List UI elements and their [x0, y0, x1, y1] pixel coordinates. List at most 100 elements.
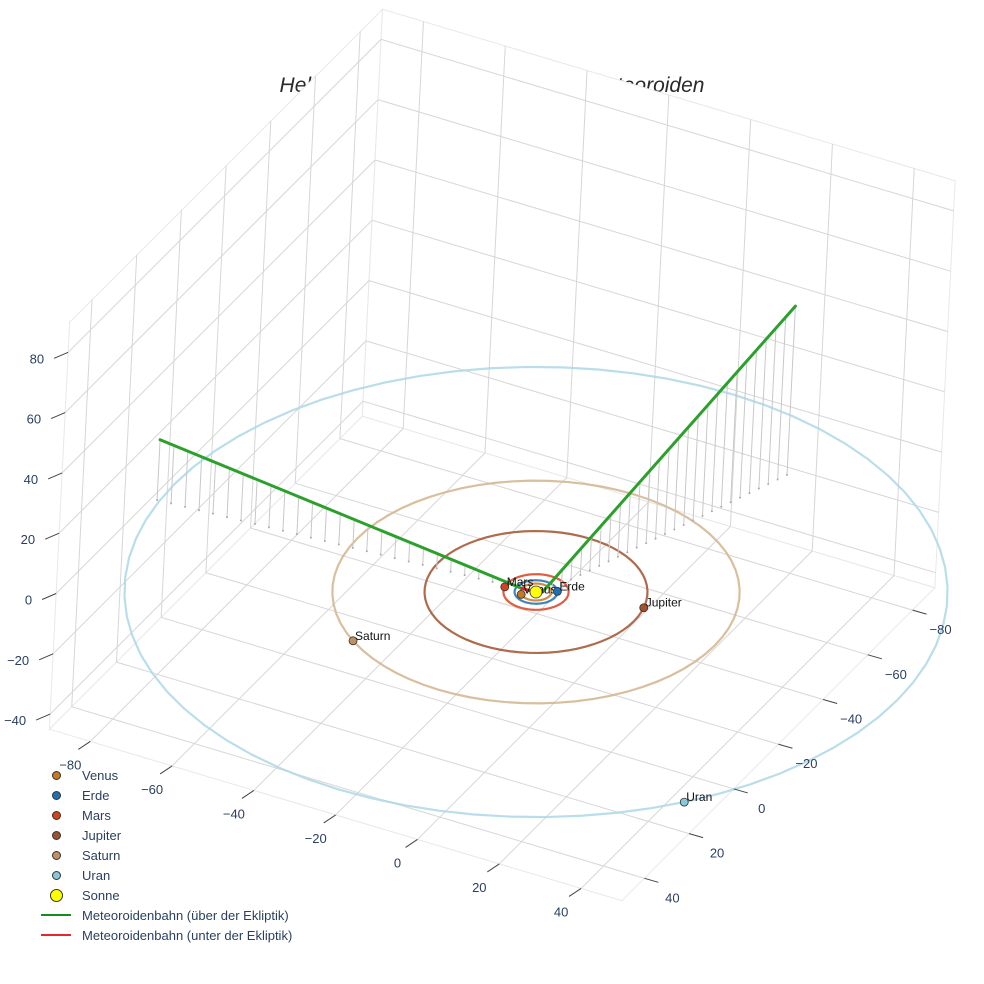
legend-item-meteoroidenbahn-unter-der-ekliptik-[interactable]: Meteoroidenbahn (unter der Ekliptik)	[38, 925, 292, 945]
y-tick-label: −20	[795, 756, 817, 771]
x-tick	[78, 741, 91, 750]
drop-line	[664, 448, 670, 535]
drop-line	[436, 553, 438, 569]
grid-line-y-floor	[295, 482, 868, 656]
grid-line-z-left	[58, 219, 373, 534]
drop-line-foot	[701, 514, 704, 517]
grid-line-x-wall	[484, 45, 506, 454]
legend-item-uran[interactable]: Uran	[38, 865, 292, 885]
z-tick	[41, 593, 57, 600]
z-tick	[44, 532, 60, 540]
drop-line	[655, 459, 660, 539]
z-tick-label: −20	[7, 653, 29, 668]
drop-line	[683, 426, 690, 525]
legend-label: Meteoroidenbahn (über der Ekliptik)	[82, 907, 289, 923]
drop-line-foot	[607, 560, 610, 563]
grid-line-x-wall	[402, 21, 424, 429]
drop-line	[598, 525, 602, 566]
drop-line	[608, 514, 612, 562]
legend-item-jupiter[interactable]: Jupiter	[38, 825, 292, 845]
drop-line	[645, 470, 651, 544]
grid-line-y-floor	[205, 572, 779, 745]
planet-label-jupiter: Jupiter	[646, 596, 682, 610]
drop-line	[366, 525, 369, 552]
drop-line	[617, 503, 622, 557]
line-swatch-icon	[38, 905, 74, 925]
drop-line-foot	[635, 546, 638, 549]
marker-circle-icon	[38, 845, 74, 865]
planet-label-erde: Erde	[559, 579, 585, 593]
grid-line-z-left	[61, 159, 376, 474]
x-tick-label: −20	[305, 831, 327, 846]
drop-line	[268, 485, 272, 528]
drop-line-foot	[449, 570, 452, 573]
y-tick	[867, 654, 882, 660]
drop-line-foot	[720, 505, 723, 508]
grid-line-y-wall	[250, 120, 272, 529]
grid-line-y-wall	[115, 255, 138, 663]
drop-line	[777, 317, 787, 480]
drop-line	[636, 481, 641, 548]
drop-line	[786, 306, 796, 475]
drop-line-foot	[710, 510, 713, 513]
y-tick-label: −80	[930, 622, 952, 637]
drop-line	[170, 445, 175, 504]
x-tick	[405, 839, 418, 848]
z-tick-label: 40	[24, 472, 38, 487]
x-tick-label: −80	[59, 757, 81, 772]
drop-line-foot	[588, 569, 591, 572]
drop-line-foot	[393, 557, 396, 560]
planet-marker-venus	[516, 589, 526, 599]
drop-line-foot	[463, 574, 466, 577]
legend-item-erde[interactable]: Erde	[38, 785, 292, 805]
grid-line-z-left	[67, 39, 382, 353]
drop-line	[408, 542, 411, 562]
legend-item-saturn[interactable]: Saturn	[38, 845, 292, 865]
legend-label: Saturn	[82, 847, 121, 863]
grid-line-z-left	[64, 99, 379, 413]
z-tick	[35, 713, 51, 721]
legend-label: Venus	[82, 767, 119, 783]
orbit-uran	[123, 365, 949, 819]
grid-line-y-wall	[205, 165, 227, 573]
grid-line-z-left	[49, 400, 364, 715]
drop-line-foot	[560, 583, 563, 586]
x-tick-label: 20	[472, 880, 486, 895]
drop-line	[626, 492, 631, 553]
grid-line-x-wall	[893, 168, 915, 576]
y-tick-label: 20	[710, 846, 724, 861]
drop-line-foot	[225, 516, 228, 519]
drop-line	[338, 513, 341, 545]
drop-line	[352, 519, 355, 548]
drop-line	[730, 371, 738, 503]
marker-circle-icon	[38, 805, 74, 825]
legend-item-meteoroidenbahn-über-der-ekliptik-[interactable]: Meteoroidenbahn (über der Ekliptik)	[38, 905, 292, 925]
drop-line-foot	[645, 542, 648, 545]
legend-label: Mars	[82, 807, 111, 823]
grid-line-z-left	[52, 340, 367, 655]
drop-line	[240, 473, 244, 521]
trajectory-drop-lines	[156, 306, 796, 590]
drop-line-foot	[421, 563, 424, 566]
drop-line-foot	[407, 560, 410, 563]
drop-line-foot	[551, 587, 554, 590]
x-tick-label: 40	[554, 904, 568, 919]
drop-line	[282, 490, 286, 531]
drop-line	[422, 547, 425, 565]
drop-line-foot	[267, 526, 270, 529]
legend-item-venus[interactable]: Venus	[38, 765, 292, 785]
grid-line-y-floor	[339, 438, 913, 611]
drop-line	[156, 439, 161, 501]
legend-item-mars[interactable]: Mars	[38, 805, 292, 825]
drop-line-foot	[654, 537, 657, 540]
y-tick-label: 40	[665, 890, 679, 905]
grid-line-z-right	[371, 219, 945, 393]
legend-label: Erde	[82, 787, 110, 803]
legend-item-sonne[interactable]: Sonne	[38, 885, 292, 905]
drop-line-foot	[239, 519, 242, 522]
x-tick	[568, 888, 582, 897]
line-swatch-icon	[38, 925, 74, 945]
marker-circle-icon	[38, 885, 74, 905]
grid-line-z-right	[380, 38, 954, 212]
